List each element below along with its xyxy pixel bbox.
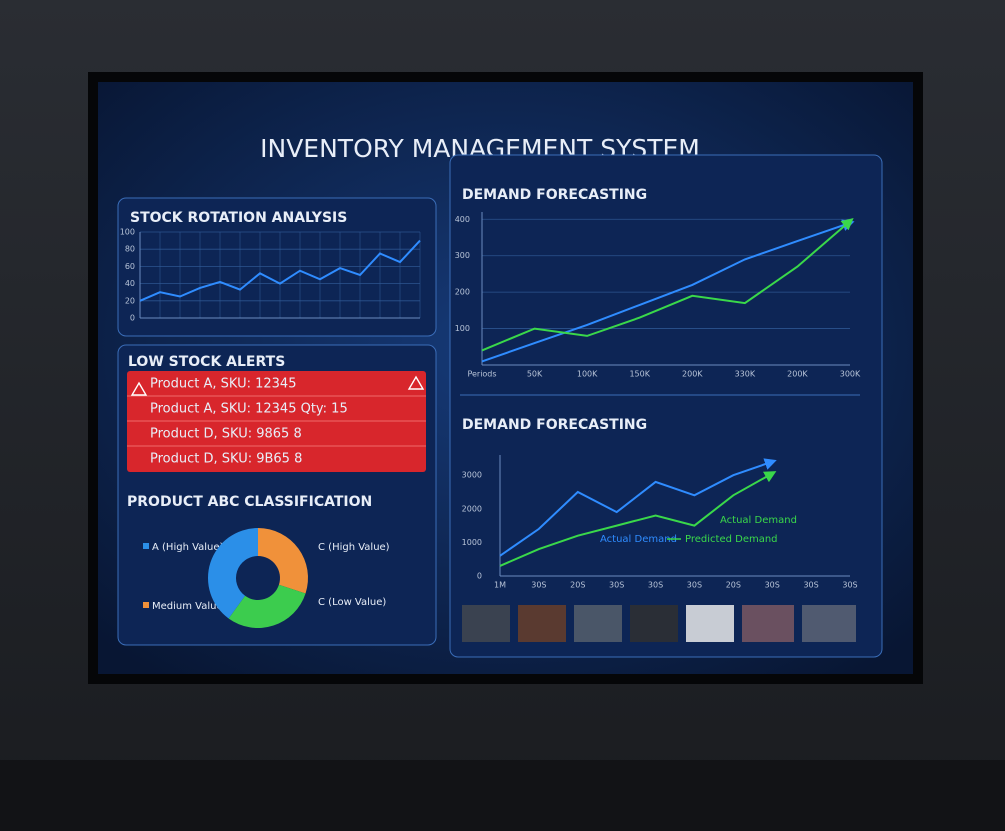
legend-label: Predicted Demand	[685, 534, 778, 545]
y-tick-label: 40	[125, 279, 135, 288]
series-line	[139, 239, 421, 302]
series-line	[499, 471, 777, 567]
y-tick-label: 60	[125, 262, 135, 271]
panel	[449, 154, 883, 658]
x-tick-label: 150K	[629, 370, 650, 379]
product-thumbnail	[802, 605, 856, 642]
pie-label: C (High Value)	[318, 542, 390, 553]
panel-title: PRODUCT ABC CLASSIFICATION	[127, 494, 372, 510]
alert-row: Product D, SKU: 9865 8	[150, 427, 302, 442]
x-tick-label: 30S	[765, 581, 780, 590]
x-tick-label: 30S	[648, 581, 663, 590]
x-tick-label: 30S	[803, 581, 818, 590]
panel	[117, 197, 437, 337]
alert-row: Product A, SKU: 12345 Qty: 15	[150, 402, 348, 417]
x-tick-label: Periods	[467, 370, 496, 379]
x-tick-label: 30S	[842, 581, 857, 590]
panel-title: DEMAND FORECASTING	[462, 187, 647, 203]
legend-swatch	[143, 543, 149, 549]
alert-list: Product A, SKU: 12345 Product A, SKU: 123…	[127, 377, 426, 467]
series-line	[481, 217, 854, 352]
legend-swatch	[143, 602, 149, 608]
y-tick-label: 400	[455, 215, 470, 224]
annotation: Actual Demand	[720, 515, 797, 526]
y-tick-label: 100	[455, 324, 470, 333]
pie-label: C (Low Value)	[318, 597, 386, 608]
x-tick-label: 20S	[570, 581, 585, 590]
product-thumbnail	[630, 605, 678, 642]
y-tick-label: 100	[120, 228, 135, 237]
x-tick-label: 200K	[682, 370, 703, 379]
y-tick-label: 1000	[462, 538, 482, 547]
pie-slice	[228, 584, 306, 628]
y-tick-label: 200	[455, 288, 470, 297]
product-thumbnail	[518, 605, 566, 642]
product-thumbnail	[574, 605, 622, 642]
pie-label: A (High Value)	[152, 542, 224, 553]
x-tick-label: 330K	[735, 370, 756, 379]
x-tick-label: 100K	[577, 370, 598, 379]
series-line	[481, 219, 855, 363]
thumbnails	[462, 605, 856, 642]
pie-slice	[258, 528, 308, 594]
pie-slice	[208, 528, 258, 619]
x-tick-label: 30S	[609, 581, 624, 590]
panel-title: STOCK ROTATION ANALYSIS	[130, 210, 347, 226]
panel-title: DEMAND FORECASTING	[462, 417, 647, 433]
x-tick-label: 300K	[840, 370, 861, 379]
y-tick-label: 0	[130, 314, 135, 323]
floor	[0, 760, 1005, 831]
x-tick-label: 50K	[527, 370, 543, 379]
x-tick-label: 30S	[531, 581, 546, 590]
x-tick-label: 30S	[687, 581, 702, 590]
warning-icon	[130, 375, 425, 396]
product-thumbnail	[742, 605, 794, 642]
y-tick-label: 80	[125, 245, 135, 254]
product-thumbnail	[686, 605, 734, 642]
y-tick-label: 2000	[462, 504, 482, 513]
legend-label: Actual Demand	[600, 534, 677, 545]
panel-title: LOW STOCK ALERTS	[128, 354, 285, 370]
alert-row: Product D, SKU: 9B65 8	[150, 452, 302, 467]
x-tick-label: 20S	[726, 581, 741, 590]
x-tick-label: 200K	[787, 370, 808, 379]
y-tick-label: 3000	[462, 471, 482, 480]
y-tick-label: 300	[455, 251, 470, 260]
product-thumbnail	[462, 605, 510, 642]
x-tick-label: 1M	[494, 581, 506, 590]
y-tick-label: 20	[125, 296, 135, 305]
series-line	[499, 458, 777, 557]
pie-label: Medium Value	[152, 601, 223, 612]
alert-row: Product A, SKU: 12345	[150, 377, 296, 392]
y-tick-label: 0	[477, 572, 482, 581]
